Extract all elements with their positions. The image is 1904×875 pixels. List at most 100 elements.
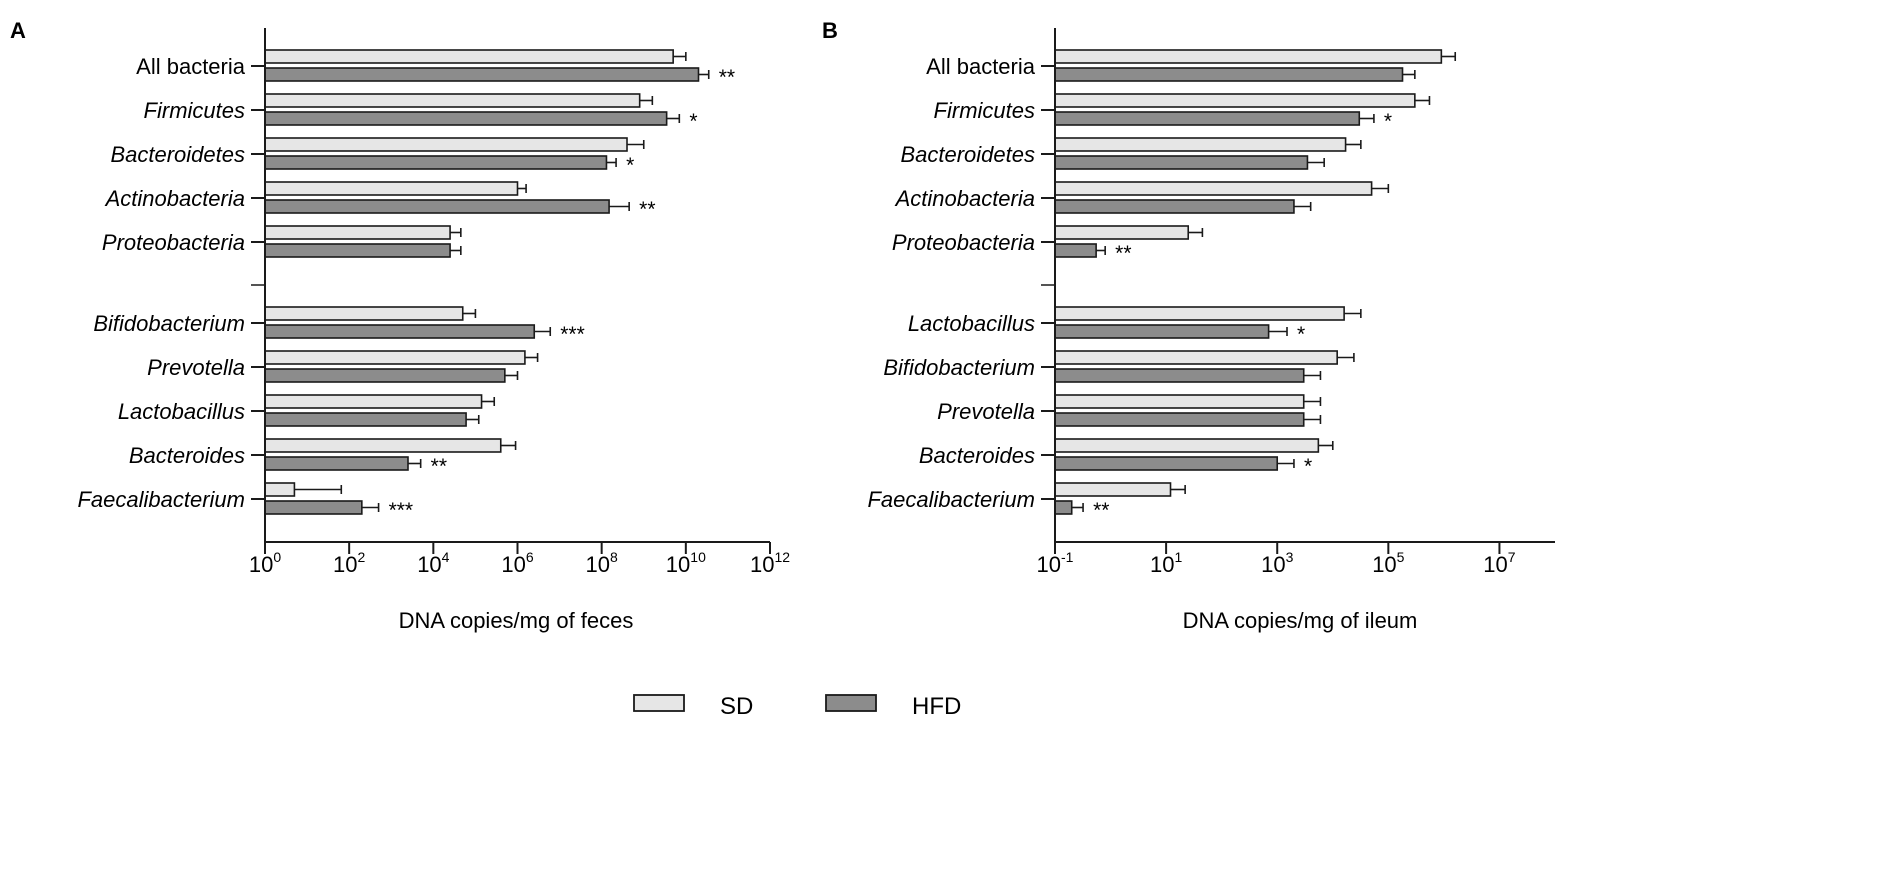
x-tick-exponent: -1 bbox=[1061, 549, 1074, 565]
significance-label: ** bbox=[1115, 242, 1131, 265]
bar-sd bbox=[264, 137, 628, 152]
x-tick-base: 10 bbox=[1150, 552, 1174, 577]
bar-sd bbox=[264, 306, 464, 321]
x-axis-title: DNA copies/mg of feces bbox=[399, 608, 634, 633]
x-tick-exponent: 7 bbox=[1508, 549, 1516, 565]
category-bacteroidetes: Bacteroidetes * bbox=[110, 137, 645, 177]
category-prevotella: Prevotella bbox=[147, 350, 539, 383]
x-tick-label: 100 bbox=[249, 549, 281, 577]
x-tick-base: 10 bbox=[417, 552, 441, 577]
category-lactobacillus: Lactobacillus * bbox=[908, 306, 1362, 346]
x-tick-label: 102 bbox=[333, 549, 365, 577]
x-tick-exponent: 8 bbox=[610, 549, 618, 565]
significance-label: *** bbox=[560, 323, 585, 346]
x-tick-label: 101 bbox=[1150, 549, 1182, 577]
bar-sd bbox=[1054, 394, 1305, 409]
legend: SD HFD bbox=[633, 693, 961, 720]
category-label: Proteobacteria bbox=[102, 230, 245, 255]
significance-label: ** bbox=[431, 455, 447, 478]
x-tick-base: 10 bbox=[750, 552, 774, 577]
category-label: Firmicutes bbox=[144, 98, 245, 123]
category-label: Prevotella bbox=[147, 355, 245, 380]
bar-sd bbox=[1054, 93, 1416, 108]
category-label: Bifidobacterium bbox=[93, 311, 245, 336]
panel-letter: A bbox=[10, 18, 26, 43]
category-label: Bacteroidetes bbox=[900, 142, 1035, 167]
bar-hfd bbox=[264, 324, 536, 339]
x-tick-exponent: 0 bbox=[273, 549, 281, 565]
category-firmicutes: Firmicutes * bbox=[144, 93, 698, 133]
category-actinobacteria: Actinobacteria ** bbox=[104, 181, 656, 221]
x-axis-title: DNA copies/mg of ileum bbox=[1183, 608, 1418, 633]
bar-sd bbox=[1054, 482, 1172, 497]
significance-label: * bbox=[1304, 455, 1312, 478]
bar-sd bbox=[264, 93, 641, 108]
bar-hfd bbox=[264, 67, 700, 82]
significance-label: * bbox=[689, 110, 697, 133]
category-proteobacteria: Proteobacteria ** bbox=[892, 225, 1204, 265]
bar-sd bbox=[264, 350, 526, 365]
x-tick-base: 10 bbox=[1261, 552, 1285, 577]
category-label: All bacteria bbox=[136, 54, 246, 79]
x-tick-base: 10 bbox=[333, 552, 357, 577]
x-tick-exponent: 2 bbox=[358, 549, 366, 565]
x-tick-label: 103 bbox=[1261, 549, 1293, 577]
category-prevotella: Prevotella bbox=[937, 394, 1322, 427]
bar-sd bbox=[264, 225, 451, 240]
category-label: Firmicutes bbox=[934, 98, 1035, 123]
x-tick-label: 107 bbox=[1483, 549, 1515, 577]
bar-hfd bbox=[264, 243, 451, 258]
x-tick-base: 10 bbox=[1483, 552, 1507, 577]
x-tick-label: 108 bbox=[586, 549, 618, 577]
bar-hfd bbox=[264, 155, 608, 170]
legend-label-sd: SD bbox=[720, 693, 753, 720]
bar-hfd bbox=[264, 500, 363, 515]
bar-sd bbox=[264, 394, 483, 409]
category-bifidobacterium: Bifidobacterium bbox=[883, 350, 1355, 383]
bar-sd bbox=[1054, 350, 1338, 365]
x-tick-base: 10 bbox=[586, 552, 610, 577]
category-all-bacteria: All bacteria bbox=[926, 49, 1457, 82]
legend-label-hfd: HFD bbox=[912, 693, 961, 720]
bar-hfd bbox=[264, 456, 409, 471]
bar-hfd bbox=[1054, 243, 1097, 258]
category-bacteroidetes: Bacteroidetes bbox=[900, 137, 1362, 170]
bar-sd bbox=[1054, 438, 1320, 453]
bar-sd bbox=[1054, 225, 1190, 240]
category-label: Proteobacteria bbox=[892, 230, 1035, 255]
category-bifidobacterium: Bifidobacterium *** bbox=[93, 306, 585, 346]
x-tick-exponent: 1 bbox=[1174, 549, 1182, 565]
x-tick-base: 10 bbox=[501, 552, 525, 577]
x-tick-label: 10-1 bbox=[1037, 549, 1074, 577]
bar-hfd bbox=[264, 368, 506, 383]
significance-label: * bbox=[1384, 110, 1392, 133]
bar-sd bbox=[264, 438, 502, 453]
panel-b: B All bacteria Firmicutes * Bacteroidetes Act… bbox=[822, 18, 1555, 633]
category-label: Actinobacteria bbox=[104, 186, 245, 211]
x-tick-label: 1010 bbox=[666, 549, 706, 577]
x-tick-base: 10 bbox=[249, 552, 273, 577]
bar-hfd bbox=[1054, 67, 1404, 82]
x-tick-exponent: 4 bbox=[442, 549, 450, 565]
category-label: Bacteroidetes bbox=[110, 142, 245, 167]
bar-hfd bbox=[1054, 155, 1309, 170]
significance-label: * bbox=[1297, 323, 1305, 346]
category-faecalibacterium: Faecalibacterium *** bbox=[77, 482, 414, 522]
category-firmicutes: Firmicutes * bbox=[934, 93, 1431, 133]
legend-swatch-sd bbox=[633, 694, 685, 712]
x-tick-exponent: 12 bbox=[774, 549, 790, 565]
category-bacteroides: Bacteroides ** bbox=[129, 438, 517, 478]
category-label: Bacteroides bbox=[919, 443, 1035, 468]
category-all-bacteria: All bacteria ** bbox=[136, 49, 735, 89]
x-tick-label: 106 bbox=[501, 549, 533, 577]
significance-label: *** bbox=[389, 499, 414, 522]
bar-hfd bbox=[1054, 412, 1305, 427]
bar-sd bbox=[264, 49, 674, 64]
bar-hfd bbox=[1054, 199, 1295, 214]
x-tick-label: 105 bbox=[1372, 549, 1404, 577]
category-label: Lactobacillus bbox=[908, 311, 1035, 336]
bar-sd bbox=[1054, 306, 1345, 321]
category-label: Actinobacteria bbox=[894, 186, 1035, 211]
bar-hfd bbox=[1054, 456, 1279, 471]
x-tick-exponent: 5 bbox=[1397, 549, 1405, 565]
